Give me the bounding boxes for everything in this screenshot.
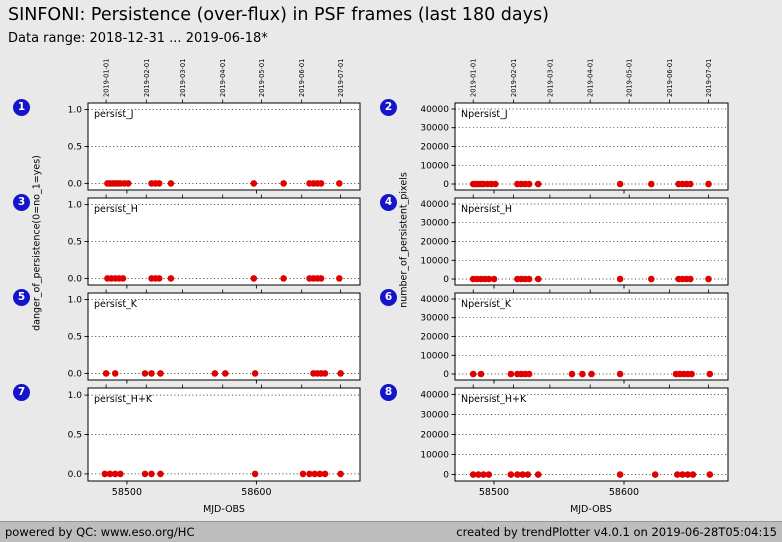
subplot-npersist-j: 0 10000 20000 30000 40000 2019-01-01 2019-02-0… — [420, 59, 729, 194]
svg-text:1.0: 1.0 — [68, 201, 83, 211]
subplot-npersist-h: 0 10000 20000 30000 40000 Npersist_H — [420, 194, 729, 289]
footer-left-text: powered by QC: www.eso.org/HC — [5, 525, 195, 539]
subplot-persist-j: 0.0 0.5 1.0 2019-01-01 2019-02-01 2019-03-01 2… — [68, 59, 361, 194]
svg-text:0: 0 — [443, 370, 449, 380]
page-subtitle: Data range: 2018-12-31 ... 2019-06-18* — [8, 31, 268, 46]
x-axis-label-right: MJD-OBS — [570, 504, 612, 515]
svg-text:0: 0 — [443, 180, 449, 190]
svg-text:0.0: 0.0 — [68, 274, 83, 284]
svg-text:2019-06-01: 2019-06-01 — [298, 59, 306, 97]
y-axis-label-left: danger_of_persistence(0=no_1=yes) — [31, 155, 43, 331]
svg-text:30000: 30000 — [420, 314, 449, 324]
badge-5: 5 — [13, 289, 30, 306]
svg-text:40000: 40000 — [420, 390, 449, 400]
badge-6: 6 — [380, 289, 397, 306]
svg-text:Npersist_J: Npersist_J — [461, 109, 508, 120]
svg-text:0.0: 0.0 — [68, 179, 83, 189]
svg-text:0.5: 0.5 — [68, 143, 82, 153]
svg-text:20000: 20000 — [420, 333, 449, 343]
svg-text:1.0: 1.0 — [68, 391, 83, 401]
svg-text:40000: 40000 — [420, 105, 449, 115]
svg-text:Npersist_H: Npersist_H — [461, 204, 512, 215]
svg-text:2019-07-01: 2019-07-01 — [705, 59, 713, 97]
badge-8: 8 — [380, 384, 397, 401]
subplot-persist-hk: 0.0 0.5 1.0 58500 58600 persist_H+K — [68, 384, 361, 498]
svg-text:40000: 40000 — [420, 295, 449, 305]
badge-7: 7 — [13, 384, 30, 401]
subplot-npersist-k: 0 10000 20000 30000 40000 Npersist_K — [420, 289, 729, 384]
y-axis-label-right: number_of_persistent_pixels — [398, 172, 410, 308]
svg-text:2019-04-01: 2019-04-01 — [587, 59, 595, 97]
subplot-persist-k: 0.0 0.5 1.0 persist_K — [68, 289, 361, 384]
svg-text:0.0: 0.0 — [68, 470, 83, 480]
svg-text:20000: 20000 — [420, 431, 449, 441]
svg-text:0: 0 — [443, 471, 449, 481]
svg-text:10000: 10000 — [420, 256, 449, 266]
svg-text:58500: 58500 — [112, 487, 142, 498]
badge-4: 4 — [380, 194, 397, 211]
svg-text:2019-03-01: 2019-03-01 — [546, 59, 554, 97]
svg-text:30000: 30000 — [420, 124, 449, 134]
svg-text:persist_K: persist_K — [94, 299, 138, 310]
svg-text:2019-05-01: 2019-05-01 — [626, 59, 634, 97]
svg-text:1.0: 1.0 — [68, 296, 83, 306]
svg-text:2019-02-01: 2019-02-01 — [143, 59, 151, 97]
svg-text:0.5: 0.5 — [68, 238, 82, 248]
svg-text:58600: 58600 — [609, 487, 639, 498]
svg-text:2019-06-01: 2019-06-01 — [666, 59, 674, 97]
svg-text:58500: 58500 — [479, 487, 509, 498]
svg-text:10000: 10000 — [420, 351, 449, 361]
svg-text:20000: 20000 — [420, 238, 449, 248]
svg-text:30000: 30000 — [420, 411, 449, 421]
svg-text:persist_J: persist_J — [94, 109, 134, 120]
svg-text:2019-03-01: 2019-03-01 — [179, 59, 187, 97]
badge-3: 3 — [13, 194, 30, 211]
svg-text:10000: 10000 — [420, 451, 449, 461]
subplot-persist-h: 0.0 0.5 1.0 persist_H — [68, 194, 361, 289]
svg-text:0.0: 0.0 — [68, 369, 83, 379]
svg-text:30000: 30000 — [420, 219, 449, 229]
svg-text:2019-01-01: 2019-01-01 — [103, 59, 111, 97]
svg-text:2019-02-01: 2019-02-01 — [510, 59, 518, 97]
svg-text:persist_H+K: persist_H+K — [94, 394, 153, 405]
footer-bar: powered by QC: www.eso.org/HC created by… — [0, 521, 782, 542]
svg-text:2019-07-01: 2019-07-01 — [337, 59, 345, 97]
svg-text:40000: 40000 — [420, 200, 449, 210]
page-title: SINFONI: Persistence (over-flux) in PSF … — [8, 5, 549, 25]
svg-text:2019-01-01: 2019-01-01 — [470, 59, 478, 97]
svg-text:10000: 10000 — [420, 161, 449, 171]
badge-1: 1 — [13, 99, 30, 116]
svg-text:Npersist_K: Npersist_K — [461, 299, 512, 310]
svg-text:0.5: 0.5 — [68, 333, 82, 343]
subplot-npersist-hk: 0 10000 20000 30000 40000 58500 58600 Npersist_… — [420, 384, 729, 498]
footer-right-text: created by trendPlotter v4.0.1 on 2019-0… — [456, 525, 777, 539]
svg-text:2019-04-01: 2019-04-01 — [219, 59, 227, 97]
svg-text:0.5: 0.5 — [68, 431, 82, 441]
svg-text:58600: 58600 — [241, 487, 271, 498]
svg-text:Npersist_H+K: Npersist_H+K — [461, 394, 527, 405]
x-axis-label-left: MJD-OBS — [203, 504, 245, 515]
svg-text:1.0: 1.0 — [68, 106, 83, 116]
svg-text:2019-05-01: 2019-05-01 — [258, 59, 266, 97]
svg-text:0: 0 — [443, 275, 449, 285]
svg-text:persist_H: persist_H — [94, 204, 138, 215]
badge-2: 2 — [380, 99, 397, 116]
svg-text:20000: 20000 — [420, 143, 449, 153]
